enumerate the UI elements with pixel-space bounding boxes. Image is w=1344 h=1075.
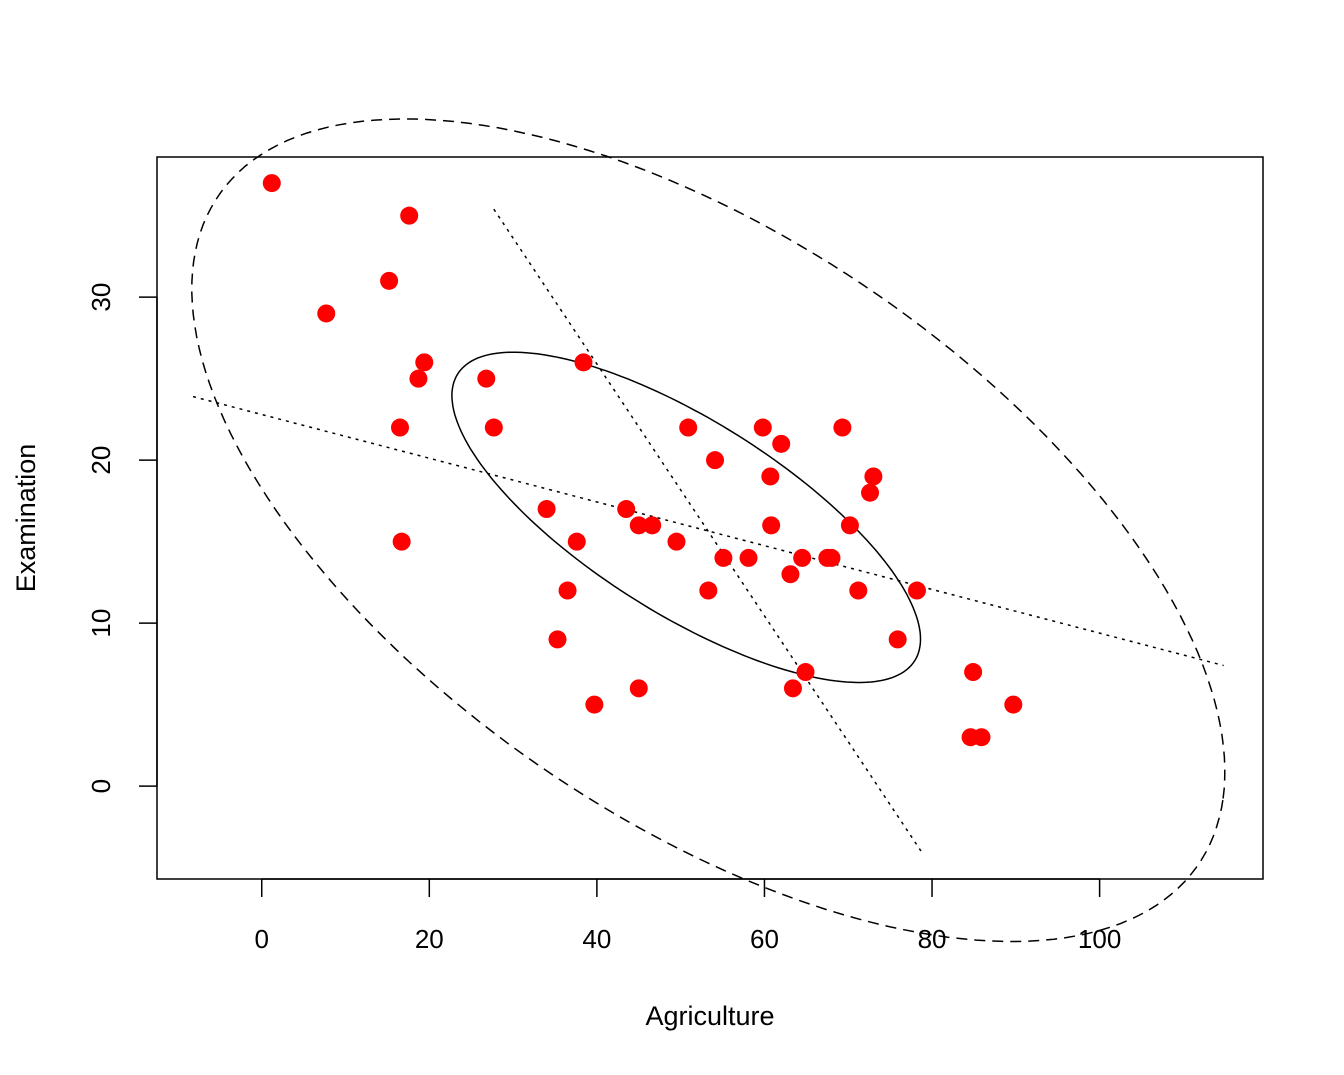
y-axis-label: Examination [11,444,41,593]
data-point [643,516,662,535]
data-point [679,418,698,437]
y-tick-label: 0 [86,779,116,793]
y-axis: 0 10 20 30 [86,283,158,793]
plot-frame [156,156,1264,880]
data-point [762,516,781,535]
ellipse-axis-line [192,395,1224,667]
data-point [706,451,725,470]
x-axis-label: Agriculture [645,1001,774,1031]
data-point [629,679,648,698]
x-axis: 0 20 40 60 80 100 [255,878,1121,954]
data-point [392,532,411,551]
x-tick-label: 20 [415,924,444,954]
y-tick-label: 30 [86,283,116,312]
data-point [380,271,399,290]
x-tick-label: 0 [255,924,269,954]
data-point [739,548,758,567]
data-point [772,434,791,453]
x-tick-label: 100 [1078,924,1121,954]
data-point [783,679,802,698]
data-point [864,467,883,486]
data-point [317,304,336,323]
data-point [714,548,733,567]
data-point [558,581,577,600]
solid-ellipse [451,351,922,684]
data-point [262,174,281,193]
y-tick-label: 10 [86,609,116,638]
data-point [585,695,604,714]
data-point [964,663,983,682]
data-point [972,728,991,747]
data-point [1004,695,1023,714]
data-point [477,369,496,388]
dashed-ellipse [191,118,1226,943]
data-point [567,532,586,551]
data-point [390,418,409,437]
data-point [753,418,772,437]
data-point [400,206,419,225]
data-point [484,418,503,437]
data-point [699,581,718,600]
data-point [840,516,859,535]
data-point [822,548,841,567]
data-point [409,369,428,388]
data-point [617,500,636,519]
data-point [667,532,686,551]
data-point [781,565,800,584]
ellipse-axis-line [493,208,922,852]
data-point [888,630,907,649]
x-tick-label: 40 [582,924,611,954]
data-point [629,516,648,535]
y-tick-label: 20 [86,446,116,475]
data-point [849,581,868,600]
data-point [415,353,434,372]
x-tick-label: 80 [918,924,947,954]
data-point [574,353,593,372]
data-point [907,581,926,600]
data-points [262,174,1023,747]
data-point [793,548,812,567]
ellipse-overlays [191,118,1226,943]
data-point [537,500,556,519]
data-point [761,467,780,486]
data-point [861,483,880,502]
data-point [833,418,852,437]
x-tick-label: 60 [750,924,779,954]
data-point [796,663,815,682]
data-point [548,630,567,649]
